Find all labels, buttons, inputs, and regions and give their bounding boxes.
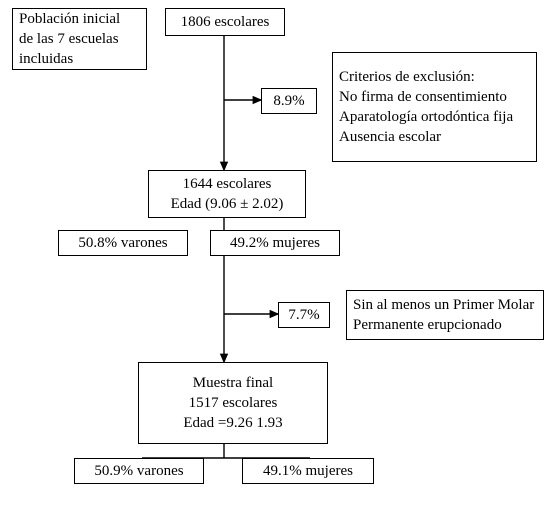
text: incluidas bbox=[19, 49, 73, 69]
text: Criterios de exclusión: bbox=[339, 67, 475, 87]
text: 1806 escolares bbox=[181, 12, 270, 32]
text: Aparatología ortodóntica fija bbox=[339, 107, 513, 127]
box-criterios-exclusion: Criterios de exclusión: No firma de cons… bbox=[332, 52, 537, 162]
text: Permanente erupcionado bbox=[353, 315, 502, 335]
text: No firma de consentimiento bbox=[339, 87, 507, 107]
text: 49.1% mujeres bbox=[263, 461, 353, 481]
box-1806-escolares: 1806 escolares bbox=[165, 8, 285, 36]
text: 1517 escolares bbox=[189, 393, 278, 413]
text: 8.9% bbox=[273, 91, 304, 111]
text: Edad (9.06 ± 2.02) bbox=[171, 194, 284, 214]
text: Muestra final bbox=[193, 373, 273, 393]
text: 49.2% mujeres bbox=[230, 233, 320, 253]
text: de las 7 escuelas bbox=[19, 29, 119, 49]
text: Sin al menos un Primer Molar bbox=[353, 295, 534, 315]
text: 50.9% varones bbox=[94, 461, 183, 481]
text: 50.8% varones bbox=[78, 233, 167, 253]
text: Edad =9.26 1.93 bbox=[183, 413, 282, 433]
box-varones-2: 50.9% varones bbox=[74, 458, 204, 484]
box-exclusion-molar: Sin al menos un Primer Molar Permanente … bbox=[346, 290, 544, 340]
box-exclusion-percent-1: 8.9% bbox=[261, 88, 317, 114]
text: Población inicial bbox=[19, 9, 120, 29]
text: 7.7% bbox=[288, 305, 319, 325]
box-muestra-final: Muestra final 1517 escolares Edad =9.26 … bbox=[138, 362, 328, 444]
box-mujeres-1: 49.2% mujeres bbox=[210, 230, 340, 256]
box-1644-escolares: 1644 escolares Edad (9.06 ± 2.02) bbox=[148, 170, 306, 218]
text: Ausencia escolar bbox=[339, 127, 441, 147]
box-varones-1: 50.8% varones bbox=[58, 230, 188, 256]
box-mujeres-2: 49.1% mujeres bbox=[242, 458, 374, 484]
box-poblacion-inicial: Población inicial de las 7 escuelas incl… bbox=[12, 8, 147, 70]
text: 1644 escolares bbox=[183, 174, 272, 194]
box-exclusion-percent-2: 7.7% bbox=[278, 302, 330, 328]
